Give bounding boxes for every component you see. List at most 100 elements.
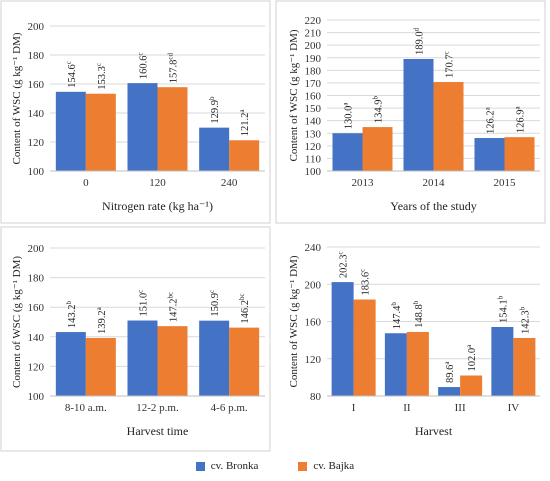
y-tick-label: 100	[305, 166, 322, 178]
data-label-superscript: b	[390, 302, 398, 306]
data-label-superscript: a	[238, 109, 246, 113]
chart-panel-harvest-time: 100 120 140 160 180 200 Content of WSC (g kg⁻¹…	[0, 226, 275, 454]
y-tick-label: 120	[28, 361, 45, 373]
y-tick-label: 180	[28, 50, 45, 62]
x-axis-label: Nitrogen rate (kg ha⁻¹)	[102, 199, 213, 213]
legend-label-bronka: cv. Bronka	[210, 460, 259, 472]
data-label: 102.0a	[465, 344, 478, 372]
data-label-value: 143.2	[67, 304, 78, 328]
bar-bronka	[332, 133, 363, 171]
x-tick-label: 2014	[423, 177, 446, 189]
bar-bajka	[513, 337, 536, 396]
x-tick-label: 12-2 p.m.	[136, 402, 179, 414]
data-label-superscript: c	[359, 269, 367, 272]
data-label-value: 139.2	[97, 310, 108, 334]
data-label: 126.2a	[484, 106, 497, 134]
data-label: 170.7c	[443, 51, 456, 78]
data-label-superscript: b	[372, 95, 380, 99]
data-label-value: 134.9	[374, 99, 385, 123]
x-axis-label: Harvest	[415, 424, 453, 438]
y-tick-label: 110	[305, 153, 322, 165]
chart-panel-nitrogen-rate: 100 120 140 160 180 200 Content of WSC (g kg⁻¹…	[0, 0, 275, 226]
bar-bronka	[331, 282, 354, 396]
data-label-superscript: b	[208, 96, 216, 100]
chart-svg: 80 120 160 200 240 Content of WSC (g kg⁻¹ DM)…	[288, 242, 540, 438]
bar-bronka	[127, 83, 158, 171]
data-label-value: 160.6	[139, 56, 150, 80]
data-label-value: 148.8	[414, 304, 425, 328]
data-label-superscript: c	[65, 61, 73, 64]
data-label: 154.1b	[496, 295, 509, 323]
bar-bajka	[353, 299, 376, 396]
data-label: 160.6c	[137, 52, 150, 79]
x-tick-label: 8-10 a.m.	[65, 402, 107, 414]
y-tick-label: 160	[28, 79, 45, 91]
data-label-value: 147.2	[169, 299, 180, 323]
data-label: 157.8cd	[167, 52, 180, 83]
data-label-superscript: d	[413, 27, 421, 31]
y-axis-label: Content of WSC (g kg⁻¹ DM)	[11, 256, 23, 388]
data-label: 142.3b	[518, 306, 531, 334]
data-label-value: 153.3	[97, 66, 108, 90]
chart-svg: 100 120 140 160 180 200 Content of WSC (g kg⁻¹…	[0, 0, 271, 224]
y-axis-label: Content of WSC (g kg⁻¹ DM)	[11, 32, 23, 164]
y-tick-label: 130	[305, 128, 322, 140]
bar-bajka	[460, 375, 483, 396]
data-label-superscript: c	[208, 290, 216, 293]
data-label-superscript: c	[95, 63, 103, 66]
data-label-value: 102.0	[467, 348, 478, 372]
data-label-superscript: a	[342, 102, 350, 106]
legend-item-bronka: cv. Bronka	[195, 460, 259, 472]
data-label-value: 126.2	[486, 110, 497, 134]
bar-bajka	[85, 337, 116, 396]
data-label: 89.6a	[443, 361, 456, 383]
data-label: 126.9a	[514, 106, 527, 134]
x-tick-label: 2015	[494, 177, 517, 189]
y-tick-label: 240	[305, 242, 322, 254]
data-label: 129.9b	[208, 96, 221, 124]
y-tick-label: 210	[305, 28, 322, 40]
bar-bronka	[55, 91, 86, 171]
x-tick-label: 4-6 p.m.	[211, 402, 248, 414]
data-label-superscript: a	[95, 306, 103, 310]
data-label: 143.2b	[65, 300, 78, 328]
bar-bronka	[199, 320, 230, 396]
data-label-value: 154.1	[498, 299, 509, 323]
data-label-value: 154.6	[67, 64, 78, 88]
x-tick-label: 240	[221, 177, 238, 189]
data-label-superscript: c	[137, 52, 145, 55]
data-label-superscript: bc	[167, 292, 175, 299]
data-label-superscript: b	[65, 300, 73, 304]
bar-bronka	[384, 333, 407, 396]
bar-bronka	[491, 326, 514, 396]
x-axis-label: Harvest time	[127, 424, 189, 438]
data-label-superscript: a	[443, 361, 451, 365]
data-label-superscript: bc	[238, 293, 246, 300]
data-label: 153.3c	[95, 63, 108, 90]
data-label: 147.4b	[390, 302, 403, 330]
bar-bronka	[127, 320, 158, 396]
data-label-superscript: b	[412, 300, 420, 304]
data-label-value: 150.9	[210, 293, 221, 317]
y-tick-label: 170	[305, 78, 322, 90]
x-tick-label: III	[455, 402, 466, 414]
data-label: 183.6c	[359, 269, 372, 296]
chart-panel-years-of-study: 100 110 120 130 140 150 160 170 180 190 200 210 220 C…	[275, 0, 550, 226]
chart-panel-harvest: 80 120 160 200 240 Content of WSC (g kg⁻¹ DM)…	[275, 226, 550, 454]
y-tick-label: 200	[28, 243, 45, 255]
data-label: 146.2bc	[238, 293, 251, 323]
data-label: 139.2a	[95, 306, 108, 334]
data-label-value: 202.3	[339, 254, 350, 278]
data-label-superscript: c	[337, 251, 345, 254]
data-label-superscript: b	[496, 295, 504, 299]
panel-border	[275, 0, 546, 224]
y-axis-label: Content of WSC (g kg⁻¹ DM)	[288, 255, 300, 387]
y-tick-label: 140	[305, 116, 322, 128]
x-tick-label: I	[352, 402, 356, 414]
bar-bajka	[504, 137, 535, 171]
y-tick-label: 220	[305, 15, 322, 27]
y-axis-label: Content of WSC (g kg⁻¹ DM)	[288, 29, 300, 161]
data-label-superscript: cd	[167, 52, 175, 59]
panel-border	[0, 0, 271, 224]
